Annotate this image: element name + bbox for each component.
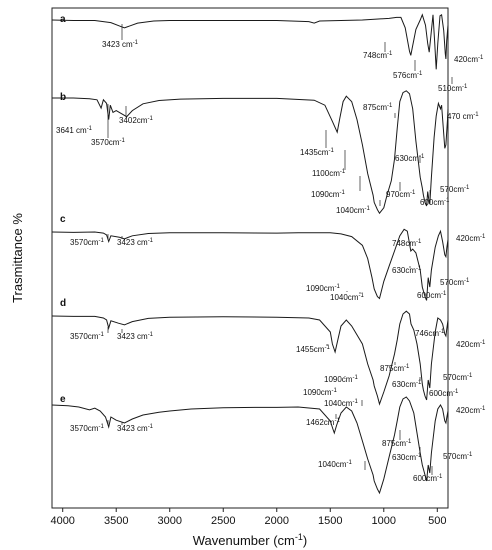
spectrum-b <box>52 90 449 215</box>
x-tick-label-4000: 4000 <box>50 515 74 527</box>
peak-annotation: 470 cm-1 <box>447 112 479 121</box>
peak-annotation: 630cm-1 <box>392 453 422 462</box>
peak-annotation: 600cm-1 <box>413 474 443 483</box>
peak-annotation: 1090cm-1 <box>303 388 337 397</box>
peak-annotation: 630cm-1 <box>395 154 425 163</box>
peak-annotation: 875cm-1 <box>363 103 393 112</box>
panel-label-a: a <box>60 14 66 25</box>
annotations-group: 3423 cm-1 748cm-1 576cm-1 510cm-1 420cm-1 364… <box>56 24 486 483</box>
panel-label-c: c <box>60 214 66 225</box>
spectrum-a <box>51 13 449 70</box>
spectrum-e <box>51 396 449 495</box>
peak-annotation: 420cm-1 <box>456 340 486 349</box>
x-axis-label-end: ) <box>303 533 307 548</box>
x-tick-label-1500: 1500 <box>318 515 342 527</box>
peak-annotation: 3423 cm-1 <box>117 332 154 341</box>
x-tick-label-500: 500 <box>428 515 446 527</box>
peak-annotation: 970cm-1 <box>386 190 416 199</box>
peak-annotation: 1455cm-1 <box>296 345 330 354</box>
x-tick-label-3500: 3500 <box>104 515 128 527</box>
x-tick-label-3000: 3000 <box>157 515 181 527</box>
x-axis-label-sup: -1 <box>295 532 303 542</box>
peak-annotation: 875cm-1 <box>382 439 412 448</box>
peak-annotation: 3423 cm-1 <box>102 40 139 49</box>
peak-annotation: 3570cm-1 <box>70 238 104 247</box>
peak-annotation: 748cm-1 <box>363 51 393 60</box>
y-axis-label: Trasmittance % <box>10 213 25 303</box>
peak-annotation: 420cm-1 <box>456 234 486 243</box>
peak-annotation: 570cm-1 <box>440 185 470 194</box>
x-axis-label-main: Wavenumber (cm <box>193 533 295 548</box>
spectrum-c <box>51 228 449 301</box>
spectra-group: a b c d e <box>51 13 449 495</box>
peak-annotation: 1435cm-1 <box>300 148 334 157</box>
peak-annotation: 3570cm-1 <box>70 424 104 433</box>
x-tick-label-1000: 1000 <box>372 515 396 527</box>
peak-annotation: 3402cm-1 <box>119 116 153 125</box>
x-axis-label: Wavenumber (cm-1) <box>193 532 307 548</box>
x-axis-ticks: 4000 3500 3000 2500 2000 1500 1000 500 <box>50 508 446 527</box>
peak-annotation: 600cm-1 <box>417 291 447 300</box>
panel-label-b: b <box>60 92 66 103</box>
peak-annotation: 630cm-1 <box>392 380 422 389</box>
peak-annotation: 746cm-1 <box>415 329 445 338</box>
panel-label-d: d <box>60 298 66 309</box>
x-tick-label-2000: 2000 <box>265 515 289 527</box>
peak-annotation: 420cm-1 <box>456 406 486 415</box>
peak-annotation: 3423 cm-1 <box>117 424 154 433</box>
peak-annotation: 576cm-1 <box>393 71 423 80</box>
plot-frame <box>51 7 449 509</box>
peak-annotation: 1090cm-1 <box>311 190 345 199</box>
spectrum-d <box>51 310 449 406</box>
peak-annotation: 748cm-1 <box>392 239 422 248</box>
peak-annotation: 1090cm-1 <box>306 284 340 293</box>
peak-annotation: 570cm-1 <box>443 452 473 461</box>
peak-annotation: 600cm-1 <box>420 198 450 207</box>
peak-annotation: 875cm-1 <box>380 364 410 373</box>
peak-annotation: 1040cm-1 <box>336 206 370 215</box>
panel-label-e: e <box>60 394 66 405</box>
peak-annotation: 3423 cm-1 <box>117 238 154 247</box>
peak-annotation: 570cm-1 <box>440 278 470 287</box>
peak-annotation: 1040cm-1 <box>324 399 358 408</box>
peak-annotation: 1040cm-1 <box>318 460 352 469</box>
peak-annotation: 3641 cm-1 <box>56 126 93 135</box>
peak-annotation: 1100cm-1 <box>312 169 346 178</box>
peak-annotation: 570cm-1 <box>443 373 473 382</box>
peak-annotation: 1462cm-1 <box>306 418 340 427</box>
peak-annotation: 1040cm-1 <box>330 293 364 302</box>
peak-annotation: 630cm-1 <box>392 266 422 275</box>
peak-annotation: 3570cm-1 <box>91 138 125 147</box>
peak-annotation: 1090cm-1 <box>324 375 358 384</box>
peak-annotation: 600cm-1 <box>429 389 459 398</box>
peak-annotation: 3570cm-1 <box>70 332 104 341</box>
x-tick-label-2500: 2500 <box>211 515 235 527</box>
peak-annotation: 420cm-1 <box>454 55 484 64</box>
peak-annotation: 510cm-1 <box>438 84 468 93</box>
